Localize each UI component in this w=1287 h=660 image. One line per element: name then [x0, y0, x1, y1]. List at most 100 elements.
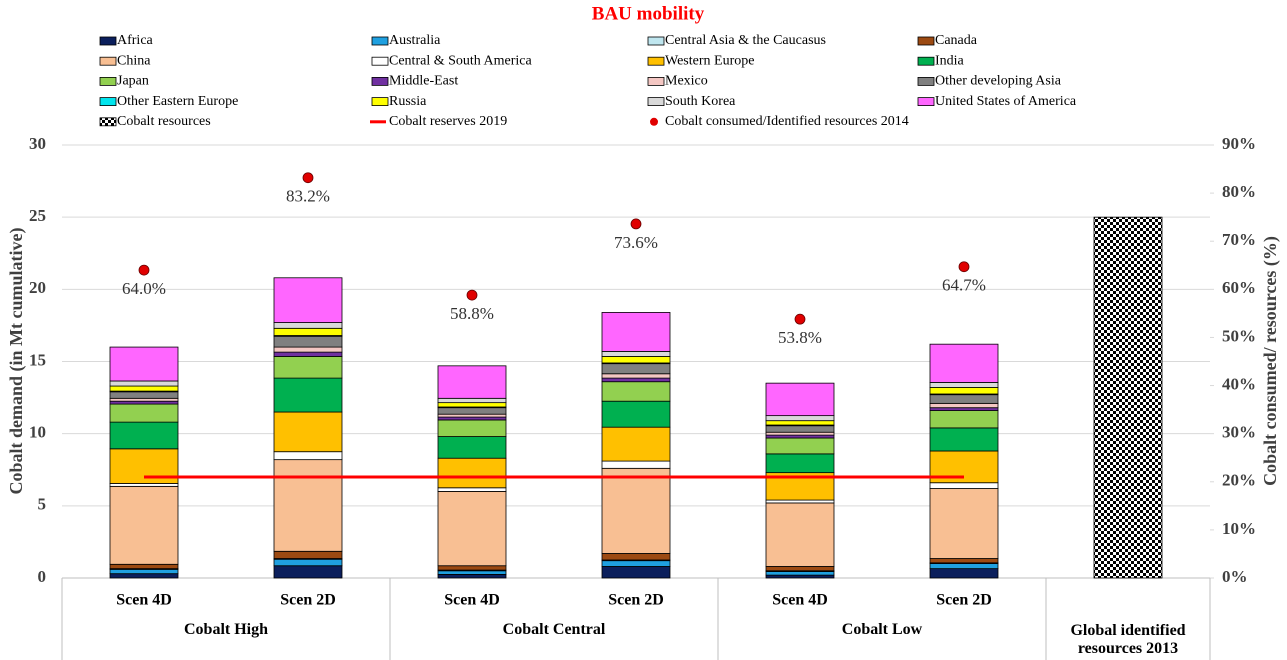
legend-swatch: [917, 77, 935, 86]
legend-label: China: [117, 53, 151, 68]
legend-swatch: [371, 36, 389, 46]
legend-swatch: [917, 36, 935, 46]
bar-segment: [765, 415, 835, 422]
bar-segment: [437, 365, 507, 399]
legend-label: Mexico: [665, 74, 708, 89]
bar-segment: [929, 482, 999, 489]
bar-segment: [109, 421, 179, 450]
y2-tick-label: 70%: [1222, 230, 1256, 249]
bar-segment: [109, 385, 179, 392]
bar-segment: [109, 568, 179, 575]
bar-segment: [929, 563, 999, 570]
legend-label: Other developing Asia: [935, 74, 1062, 89]
y2-tick-label: 80%: [1222, 182, 1256, 201]
legend-swatch: [371, 97, 389, 106]
data-label: 83.2%: [286, 187, 330, 206]
group-label: Cobalt High: [183, 621, 268, 638]
bar-segment: [437, 487, 507, 492]
legend-label: Cobalt reserves 2019: [389, 114, 507, 129]
bar-segment: [437, 397, 507, 404]
bar-segment: [601, 356, 671, 364]
bar-segment: [765, 431, 835, 436]
y2-tick-label: 30%: [1222, 423, 1256, 442]
legend-swatch: [650, 117, 658, 126]
legend-label: Other Eastern Europe: [117, 94, 238, 109]
bar-segment: [273, 335, 343, 348]
bar-segment: [765, 382, 835, 417]
legend-label: Cobalt consumed/Identified resources 201…: [665, 114, 909, 129]
bar-segment: [437, 402, 507, 408]
bar-segment: [437, 413, 507, 418]
legend-swatch: [647, 56, 665, 66]
legend-label: Russia: [389, 94, 427, 109]
bar-segment: [109, 397, 179, 402]
legend-swatch: [371, 56, 389, 66]
bar-segment: [601, 426, 671, 462]
ratio-dot: [630, 218, 642, 230]
legend-swatch: [647, 77, 665, 86]
bar-segment: [109, 346, 179, 382]
legend-label: Central & South America: [389, 53, 532, 68]
bar-segment: [109, 483, 179, 487]
chart-title: BAU mobility: [592, 3, 705, 24]
bar-segment: [765, 502, 835, 567]
bar-segment: [765, 437, 835, 455]
bar-segment: [437, 419, 507, 437]
legend-swatch: [371, 77, 389, 86]
y2-tick-label: 90%: [1222, 134, 1256, 153]
legend-label: Western Europe: [665, 53, 754, 68]
legend-swatch: [647, 36, 665, 46]
data-label: 53.8%: [778, 328, 822, 347]
y-tick-label: 5: [38, 495, 47, 514]
bar-segment: [601, 400, 671, 428]
bar-segment: [929, 343, 999, 383]
bar-segment: [273, 411, 343, 453]
bar-segment: [273, 565, 343, 579]
bar-segment: [601, 373, 671, 379]
bar-segment: [929, 488, 999, 559]
bar-segment: [601, 560, 671, 567]
legend-swatch: [99, 36, 117, 46]
bar-segment: [109, 563, 179, 570]
legend-swatch: [99, 117, 117, 127]
x-tick-label: Scen 2D: [936, 592, 992, 609]
bar-segment: [765, 453, 835, 474]
legend-label: Canada: [935, 33, 978, 48]
bar-segment: [109, 485, 179, 565]
bar-segment: [929, 558, 999, 564]
bar-segment: [109, 573, 179, 579]
data-label: 64.7%: [942, 276, 986, 295]
x-tick-label: Scen 2D: [280, 592, 336, 609]
y-tick-label: 0: [38, 567, 47, 586]
bar-segment: [273, 351, 343, 357]
y2-tick-label: 0%: [1222, 567, 1248, 586]
bar-segment: [929, 382, 999, 388]
bar-segment: [273, 327, 343, 336]
legend-label: Middle-East: [389, 74, 458, 89]
legend-label: Japan: [117, 74, 149, 89]
bar-segment: [765, 574, 835, 579]
bar-segment: [765, 499, 835, 504]
ratio-dot: [794, 313, 806, 325]
bar-segment: [437, 570, 507, 575]
ratio-dot: [466, 289, 478, 301]
ratio-dot: [958, 261, 970, 273]
data-label: 58.8%: [450, 304, 494, 323]
x-tick-label: Scen 4D: [116, 592, 172, 609]
bar-segment: [273, 356, 343, 379]
bar-segment: [437, 573, 507, 579]
bar-segment: [601, 460, 671, 469]
x-tick-label: Scen 2D: [608, 592, 664, 609]
bar-segment: [273, 277, 343, 323]
bar-segment: [601, 381, 671, 402]
bar-segment: [273, 558, 343, 567]
bar-segment: [929, 402, 999, 409]
legend-swatch: [647, 97, 665, 106]
legend-label: Central Asia & the Caucasus: [665, 33, 826, 48]
y2-tick-label: 20%: [1222, 471, 1256, 490]
ratio-dot: [138, 264, 150, 276]
bar-segment: [601, 377, 671, 383]
legend-swatch: [99, 56, 117, 66]
bar-segment: [273, 346, 343, 353]
